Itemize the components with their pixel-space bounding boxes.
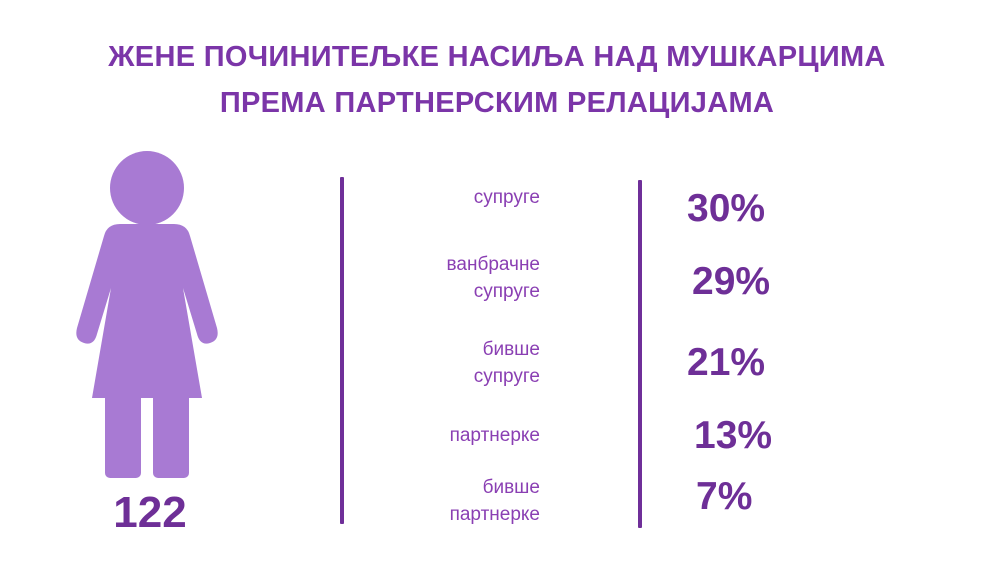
percent-value: 7% <box>696 475 753 518</box>
category-label-line: партнерке <box>449 504 540 525</box>
category-label: ванбрачне супруге <box>320 251 541 305</box>
category-label-line: супруге <box>473 366 540 387</box>
category-label-line: супруге <box>473 281 540 302</box>
category-label-line: ванбрачне <box>446 254 541 275</box>
category-label-line: бивше <box>482 339 540 360</box>
category-label: бивше супруге <box>320 336 540 390</box>
chart-title: ЖЕНЕ ПОЧИНИТЕЉКЕ НАСИЉА НАД МУШКАРЦИМА П… <box>0 34 994 126</box>
woman-figure-icon <box>76 151 218 478</box>
total-count: 122 <box>113 488 187 537</box>
percent-value: 21% <box>687 341 766 384</box>
percent-value: 30% <box>687 187 766 230</box>
category-label: супруге <box>320 184 540 211</box>
percent-value: 29% <box>692 260 771 303</box>
left-divider <box>340 177 344 524</box>
category-label-line: супруге <box>473 187 540 208</box>
percent-value: 13% <box>694 414 773 457</box>
title-line-1: ЖЕНЕ ПОЧИНИТЕЉКЕ НАСИЉА НАД МУШКАРЦИМА <box>108 41 886 73</box>
category-label-line: партнерке <box>449 425 540 446</box>
category-label: партнерке <box>320 422 540 449</box>
right-divider <box>638 180 642 528</box>
category-label: бивше партнерке <box>320 474 540 528</box>
title-line-2: ПРЕМА ПАРТНЕРСКИМ РЕЛАЦИЈАМА <box>219 87 775 119</box>
category-label-line: бивше <box>482 477 540 498</box>
